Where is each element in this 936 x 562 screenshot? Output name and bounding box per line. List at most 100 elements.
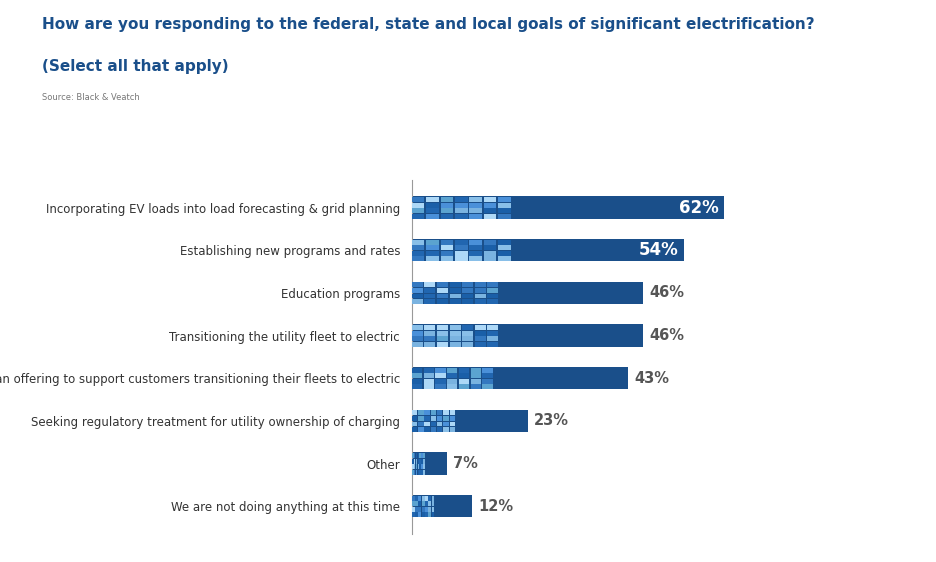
Bar: [484, 209, 496, 213]
Bar: [475, 342, 486, 347]
Bar: [459, 373, 469, 378]
Bar: [459, 379, 469, 384]
Bar: [449, 416, 455, 421]
Bar: [426, 197, 439, 202]
Bar: [435, 373, 446, 378]
Bar: [429, 513, 431, 517]
Bar: [435, 368, 446, 373]
Bar: [498, 251, 511, 256]
Bar: [435, 379, 446, 384]
Bar: [421, 459, 423, 464]
Bar: [455, 246, 468, 250]
Bar: [469, 214, 482, 219]
Bar: [449, 325, 461, 330]
Text: 23%: 23%: [534, 414, 568, 428]
Bar: [447, 373, 458, 378]
Bar: [441, 203, 453, 207]
Bar: [435, 384, 446, 389]
Text: 46%: 46%: [650, 328, 684, 343]
Bar: [412, 373, 422, 378]
Bar: [412, 453, 414, 458]
Bar: [471, 384, 481, 389]
Bar: [424, 342, 435, 347]
Bar: [416, 507, 418, 512]
Bar: [421, 464, 423, 469]
Bar: [437, 422, 443, 427]
Bar: [484, 240, 496, 244]
Bar: [455, 214, 468, 219]
Bar: [441, 251, 453, 256]
Bar: [455, 251, 468, 256]
Bar: [488, 288, 498, 293]
Bar: [419, 453, 421, 458]
Bar: [475, 336, 486, 341]
Bar: [449, 288, 461, 293]
Bar: [425, 513, 428, 517]
Bar: [431, 496, 434, 501]
Bar: [424, 368, 434, 373]
Bar: [437, 330, 448, 336]
Bar: [441, 240, 453, 244]
Bar: [418, 513, 421, 517]
Bar: [462, 336, 474, 341]
Bar: [431, 410, 436, 415]
Bar: [416, 464, 417, 469]
Bar: [437, 288, 448, 293]
Text: 62%: 62%: [679, 198, 719, 216]
Bar: [441, 246, 453, 250]
Bar: [437, 342, 448, 347]
Bar: [449, 342, 461, 347]
Bar: [424, 293, 435, 298]
Bar: [418, 410, 424, 415]
Bar: [488, 325, 498, 330]
Bar: [498, 197, 511, 202]
Text: Source: Black & Veatch: Source: Black & Veatch: [42, 93, 139, 102]
Bar: [418, 507, 421, 512]
Bar: [412, 240, 425, 244]
Bar: [421, 470, 423, 474]
Bar: [419, 464, 421, 469]
Bar: [431, 501, 434, 506]
Bar: [444, 416, 448, 421]
Bar: [455, 209, 468, 213]
Bar: [417, 464, 419, 469]
Bar: [449, 293, 461, 298]
Bar: [441, 197, 453, 202]
Bar: [412, 256, 425, 261]
Bar: [412, 501, 415, 506]
Bar: [412, 283, 423, 287]
Bar: [447, 368, 458, 373]
Bar: [421, 453, 423, 458]
Bar: [425, 496, 428, 501]
Bar: [412, 368, 422, 373]
Bar: [441, 214, 453, 219]
Bar: [412, 416, 417, 421]
Bar: [455, 197, 468, 202]
Bar: [431, 507, 434, 512]
Bar: [422, 496, 425, 501]
Bar: [422, 507, 425, 512]
Bar: [429, 501, 431, 506]
Bar: [412, 325, 423, 330]
Bar: [412, 282, 643, 304]
Bar: [412, 427, 417, 432]
Bar: [424, 416, 430, 421]
Bar: [437, 410, 443, 415]
Bar: [437, 427, 443, 432]
Text: How are you responding to the federal, state and local goals of significant elec: How are you responding to the federal, s…: [42, 17, 814, 32]
Bar: [412, 197, 425, 202]
Bar: [431, 427, 436, 432]
Bar: [412, 288, 423, 293]
Bar: [482, 368, 492, 373]
Bar: [488, 283, 498, 287]
Text: 12%: 12%: [478, 498, 513, 514]
Bar: [449, 410, 455, 415]
Text: (Select all that apply): (Select all that apply): [42, 59, 228, 74]
Bar: [475, 325, 486, 330]
Bar: [437, 336, 448, 341]
Bar: [412, 422, 417, 427]
Bar: [423, 459, 425, 464]
Bar: [482, 373, 492, 378]
Bar: [424, 283, 435, 287]
Bar: [441, 209, 453, 213]
